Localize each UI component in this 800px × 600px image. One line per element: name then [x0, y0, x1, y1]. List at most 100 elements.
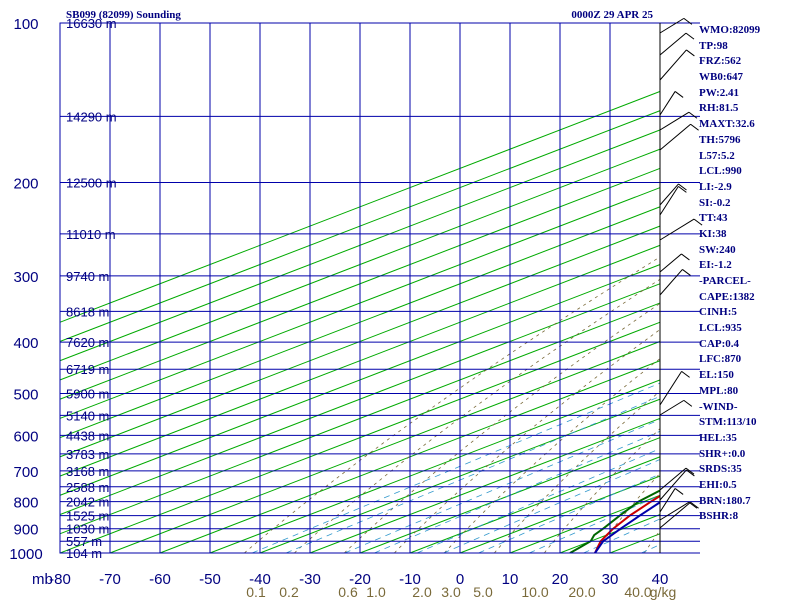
isotherm-line — [309, 417, 660, 553]
stat-item: CAP:0.4 — [699, 337, 740, 350]
stat-item: WB0:647 — [699, 71, 743, 84]
mixing-ratio-label: 10.0 — [521, 584, 548, 600]
temperature-tick-label: -10 — [399, 571, 421, 588]
stat-item: -WIND- — [699, 400, 738, 413]
temperature-tick-label: 10 — [502, 571, 519, 588]
mixing-ratio-line — [478, 473, 660, 553]
isotherm-line — [259, 398, 660, 553]
mixing-ratio-label: 0.6 — [338, 584, 358, 600]
stat-item: HEL:35 — [699, 431, 737, 444]
isotherm-line — [60, 283, 660, 516]
stat-item: CAPE:1382 — [699, 290, 755, 303]
wind-barb — [659, 501, 691, 529]
stat-item: TP:98 — [699, 39, 728, 52]
stat-item: -PARCEL- — [699, 275, 751, 287]
wind-barb — [659, 218, 695, 241]
isotherm-line — [409, 456, 660, 553]
height-label: 7620 m — [66, 335, 109, 350]
stat-item: LI:-2.9 — [699, 180, 732, 193]
wind-barb-flag — [678, 183, 687, 191]
stat-item: SRDS:35 — [699, 463, 742, 476]
stat-item: CINH:5 — [699, 306, 737, 319]
wind-barb — [659, 371, 683, 406]
stats-panel: WMO:82099 TP:98 FRZ:562 WB0:647 PW:2.41 RH:81… — [699, 23, 800, 525]
valid-time: 0000Z 29 APR 25 — [571, 9, 653, 21]
stat-item: EI:-1.2 — [699, 259, 732, 272]
stat-item: STM:113/10 — [699, 416, 757, 429]
height-label: 5900 m — [66, 386, 109, 401]
height-label: 11010 m — [66, 227, 116, 242]
wind-barb — [659, 111, 690, 131]
height-label: 557 m — [66, 534, 102, 549]
mixing-ratio-label: 1.0 — [366, 584, 386, 600]
height-label: 3168 m — [66, 464, 109, 479]
pressure-unit-label: mb — [32, 571, 53, 588]
isotherm-line — [60, 321, 660, 553]
pressure-tick-label: 100 — [13, 16, 38, 33]
isotherm-line — [60, 225, 660, 458]
wind-barb — [659, 253, 682, 273]
height-label: 4438 m — [66, 428, 109, 443]
wind-barb-flag — [678, 185, 687, 193]
temperature-tick-label: -30 — [299, 571, 321, 588]
stat-item: EL:150 — [699, 369, 734, 382]
temperature-tick-label: -60 — [149, 571, 171, 588]
height-label: 5140 m — [66, 408, 109, 423]
wind-barb-flag — [683, 17, 693, 25]
wind-barb — [659, 501, 690, 521]
stat-item: MAXT:32.6 — [699, 118, 755, 131]
isotherm-line — [60, 302, 660, 535]
stat-item: RH:81.5 — [699, 102, 739, 115]
wind-barb-flag — [688, 111, 698, 119]
isotherm-line — [159, 360, 660, 553]
wind-barb — [659, 467, 687, 491]
isotherm-line — [359, 437, 660, 553]
pressure-tick-label: 600 — [13, 428, 38, 445]
mixing-ratio-label: 3.0 — [441, 584, 461, 600]
wind-barb-flag — [674, 91, 684, 98]
mixing-ratio-label: 0.2 — [279, 584, 299, 600]
temperature-tick-label: 0 — [456, 571, 464, 588]
wind-barb — [659, 469, 687, 501]
mixing-ratio-line — [529, 494, 660, 553]
stat-item: LCL:935 — [699, 322, 742, 335]
wind-barb-flag — [681, 370, 690, 378]
station-title: SB099 (82099) Sounding — [66, 9, 181, 21]
height-label: 14290 m — [66, 109, 117, 124]
isotherm-line — [60, 167, 660, 400]
mixing-ratio-label: 40.0 — [624, 584, 651, 600]
wind-barb — [659, 183, 679, 206]
wind-barb — [659, 91, 676, 116]
stat-item: BSHR:8 — [699, 510, 739, 523]
isotherm-line — [60, 90, 660, 323]
height-label: 6719 m — [66, 362, 109, 377]
wind-barb — [659, 186, 679, 216]
wind-barb-flag — [674, 488, 684, 495]
isotherm-line — [60, 244, 660, 477]
stat-item: TH:5796 — [699, 133, 741, 146]
mixing-ratio-label: 5.0 — [473, 584, 493, 600]
wind-barb — [659, 32, 687, 56]
stat-item: BRN:180.7 — [699, 494, 751, 507]
height-label: 1525 m — [66, 509, 109, 524]
wind-barb-flag — [681, 253, 690, 261]
temperature-tick-label: -50 — [199, 571, 221, 588]
stat-item: WMO:82099 — [699, 24, 761, 36]
mixing-ratio-line — [583, 518, 660, 553]
stat-item: SHR+:0.0 — [699, 447, 746, 460]
pressure-tick-label: 1000 — [9, 546, 42, 563]
isotherm-line — [60, 264, 660, 496]
wind-barb-flag — [690, 123, 699, 131]
temperature-tick-label: -70 — [99, 571, 121, 588]
stat-item: L57:5.2 — [699, 149, 735, 162]
stat-item: MPL:80 — [699, 384, 739, 397]
height-label: 9740 m — [66, 269, 109, 284]
wind-barb-flag — [690, 501, 699, 509]
wind-barb — [659, 488, 676, 513]
isotherm-line — [60, 148, 660, 381]
wind-barb-flag — [688, 501, 698, 509]
mixing-ratio-label: 2.0 — [412, 584, 432, 600]
wind-barb — [659, 17, 685, 34]
